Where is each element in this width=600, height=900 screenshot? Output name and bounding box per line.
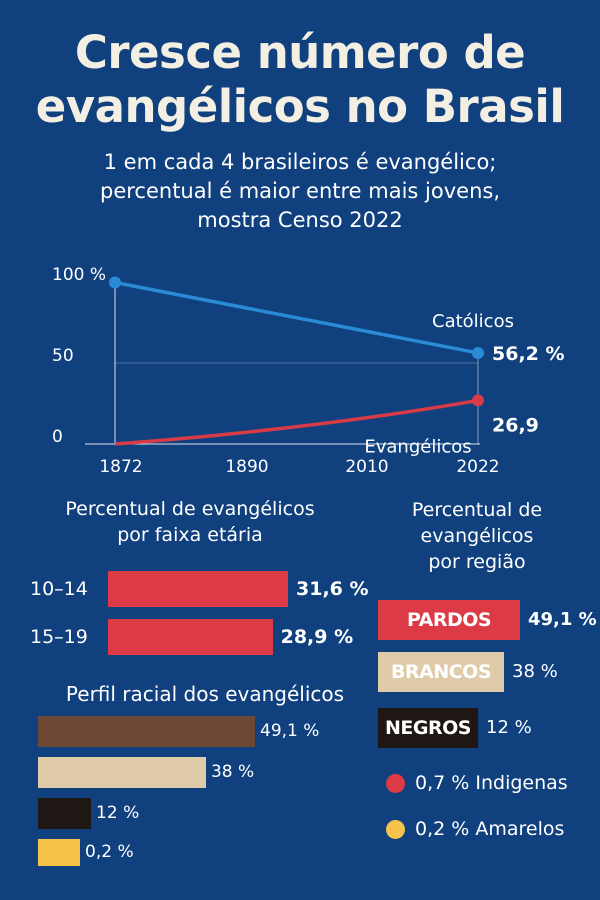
evangelical-series-line (114, 398, 479, 446)
subtitle-line-1: 1 em cada 4 brasileiros é evangélico; (103, 150, 497, 174)
region-value-label-2: 12 % (486, 717, 532, 738)
region-value-label-0: 49,1 % (528, 609, 597, 630)
racial-value-label-3: 0,2 % (85, 842, 134, 862)
racial-bar-2 (38, 798, 92, 829)
legend-amarelos: 0,2 % Amarelos (386, 815, 564, 843)
legend-amarelos-value: 0,2 % (415, 818, 470, 840)
racial-value-label-0: 49,1 % (260, 721, 320, 741)
evangelical-end-point (472, 394, 484, 407)
x-tick-label-2: 2010 (345, 457, 388, 477)
catholic-end-point (472, 346, 484, 359)
region-value-label-1: 38 % (512, 661, 558, 682)
age-category-label-1: 15–19 (30, 626, 88, 648)
evangelical-end-value: 26,9 (492, 414, 539, 436)
title-line-2: evangélicos no Brasil (35, 80, 565, 133)
racial-bar-1 (38, 757, 206, 788)
age-chart-title: Percentual de evangélicos por faixa etár… (20, 496, 360, 548)
age-bar-row-0: 10–14 31,6 % (0, 571, 380, 607)
racial-bar-3 (38, 839, 80, 866)
region-chart-title-line-1: Percentual de (411, 499, 543, 521)
age-bar-row-1: 15–19 28,9 % (0, 619, 380, 655)
region-tag-pardos: PARDOS (378, 600, 520, 640)
racial-value-label-1: 38 % (210, 762, 255, 782)
legend-indigenas-value: 0,7 % (415, 772, 470, 794)
x-tick-label-1: 1890 (225, 457, 268, 477)
racial-bar-row-1: 38 % (0, 757, 380, 788)
page-title: Cresce número de evangélicos no Brasil (0, 26, 600, 134)
y-tick-label-0: 100 % (52, 265, 106, 285)
page-subtitle: 1 em cada 4 brasileiros é evangélico; pe… (0, 148, 600, 235)
catholic-end-value: 56,2 % (492, 343, 565, 365)
y-tick-label-2: 0 (52, 427, 63, 447)
legend-indigenas-label: Indigenas (475, 772, 568, 794)
region-chart-title-line-3: por região (428, 551, 526, 573)
region-tag-brancos: BRANCOS (378, 652, 504, 692)
racial-chart-title: Perfil racial dos evangélicos (65, 682, 345, 706)
age-value-label-0: 31,6 % (296, 578, 369, 600)
age-category-label-0: 10–14 (30, 578, 88, 600)
age-bar-1 (108, 619, 273, 655)
legend-amarelos-label: Amarelos (475, 818, 565, 840)
region-chart-title-line-2: evangélicos (420, 525, 534, 547)
region-chart-title: Percentual de evangélicos por região (372, 497, 582, 575)
subtitle-line-3: mostra Censo 2022 (197, 208, 403, 232)
legend-amarelos-text: 0,2 % Amarelos (415, 818, 564, 840)
legend-indigenas-text: 0,7 % Indigenas (415, 772, 568, 794)
catholic-series-line (114, 280, 479, 355)
x-tick-label-3: 2022 (456, 457, 499, 477)
racial-bar-row-2: 12 % (0, 798, 380, 829)
racial-bar-row-0: 49,1 % (0, 716, 380, 747)
x-tick-label-0: 1872 (99, 457, 142, 477)
legend-indigenas: 0,7 % Indigenas (386, 769, 568, 797)
age-value-label-1: 28,9 % (280, 626, 354, 648)
racial-bar-0 (38, 716, 255, 747)
evangelical-series-name: Evangélicos (364, 436, 471, 457)
title-line-1: Cresce número de (74, 26, 526, 79)
racial-bar-row-3: 0,2 % (0, 839, 380, 866)
red-dot-icon (386, 773, 405, 793)
racial-value-label-2: 12 % (96, 803, 140, 823)
religion-line-chart: 100 % 50 0 1872 1890 2010 2022 Católicos 56,2 % E… (52, 265, 565, 477)
y-tick-label-1: 50 (52, 346, 74, 366)
age-chart-title-line-1: Percentual de evangélicos (65, 498, 315, 520)
subtitle-line-2: percentual é maior entre mais jovens, (100, 179, 500, 203)
catholic-start-point (109, 276, 121, 289)
yellow-dot-icon (386, 819, 405, 839)
catholic-series-name: Católicos (432, 311, 514, 332)
region-tag-negros: NEGROS (378, 708, 478, 748)
age-chart-title-line-2: por faixa etária (117, 524, 263, 546)
age-bar-0 (108, 571, 288, 607)
